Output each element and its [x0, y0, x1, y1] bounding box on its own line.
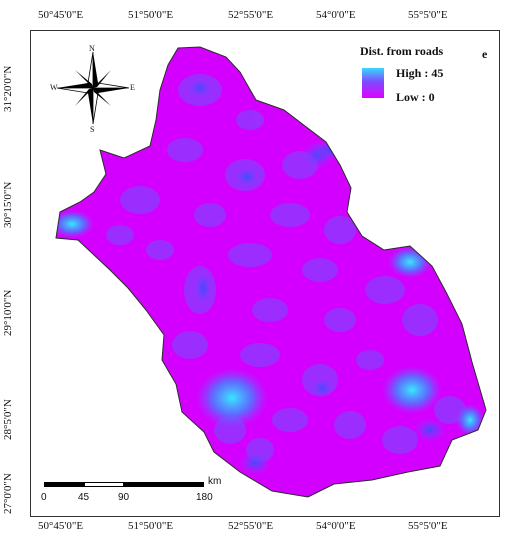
scale-tick-label: 45: [78, 492, 90, 503]
scale-segment: [44, 482, 84, 487]
bottom-lon-label: 50°45'0"E: [38, 520, 84, 532]
bottom-lon-label: 54°0'0"E: [316, 520, 356, 532]
panel-letter: e: [482, 47, 488, 61]
north-arrow-icon: [56, 51, 130, 125]
legend-title: Dist. from roads: [360, 44, 444, 58]
bottom-lon-label: 55°5'0"E: [408, 520, 448, 532]
south-letter: S: [90, 125, 95, 134]
distance-raster: [56, 47, 486, 497]
top-lon-label: 54°0'0"E: [316, 9, 356, 21]
region-boundary: [55, 46, 487, 498]
scale-bar: km 0 45 90 180: [40, 476, 230, 512]
north-letter: N: [89, 44, 95, 53]
scale-tick-label: 90: [118, 492, 130, 503]
bottom-lon-label: 52°55'0"E: [228, 520, 274, 532]
west-letter: W: [50, 83, 58, 92]
legend-color-ramp: [362, 68, 384, 98]
scale-segment: [84, 482, 124, 487]
scale-segment: [124, 482, 204, 487]
legend-high-label: High : 45: [396, 66, 444, 80]
legend-low-label: Low : 0: [396, 90, 435, 104]
bottom-lon-label: 51°50'0"E: [128, 520, 174, 532]
scale-tick-label: 180: [196, 492, 213, 503]
top-lon-label: 50°45'0"E: [38, 9, 84, 21]
top-lon-label: 55°5'0"E: [408, 9, 448, 21]
top-lon-label: 52°55'0"E: [228, 9, 274, 21]
scale-tick-label: 0: [41, 492, 47, 503]
scale-unit: km: [208, 476, 222, 487]
top-lon-label: 51°50'0"E: [128, 9, 174, 21]
east-letter: E: [130, 83, 135, 92]
